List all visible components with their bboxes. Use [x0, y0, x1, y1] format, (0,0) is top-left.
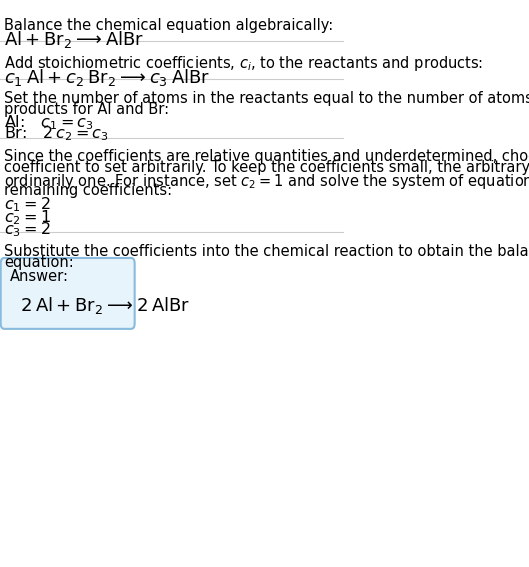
Text: Al + Br$_2$ ⟶ AlBr: Al + Br$_2$ ⟶ AlBr [4, 29, 144, 50]
Text: $c_1 = 2$: $c_1 = 2$ [4, 196, 51, 214]
Text: Balance the chemical equation algebraically:: Balance the chemical equation algebraica… [4, 18, 333, 33]
Text: products for Al and Br:: products for Al and Br: [4, 102, 169, 117]
Text: 2 Al + Br$_2$ ⟶ 2 AlBr: 2 Al + Br$_2$ ⟶ 2 AlBr [20, 295, 190, 316]
Text: Add stoichiometric coefficients, $c_i$, to the reactants and products:: Add stoichiometric coefficients, $c_i$, … [4, 54, 484, 73]
Text: Al: $c_1 = c_3$: Al: $c_1 = c_3$ [4, 113, 94, 132]
Text: ordinarily one. For instance, set $c_2 = 1$ and solve the system of equations fo: ordinarily one. For instance, set $c_2 =… [4, 172, 529, 191]
Text: Answer:: Answer: [10, 269, 69, 284]
Text: equation:: equation: [4, 255, 74, 270]
Text: Set the number of atoms in the reactants equal to the number of atoms in the: Set the number of atoms in the reactants… [4, 91, 529, 105]
Text: coefficient to set arbitrarily. To keep the coefficients small, the arbitrary va: coefficient to set arbitrarily. To keep … [4, 160, 529, 175]
Text: Since the coefficients are relative quantities and underdetermined, choose a: Since the coefficients are relative quan… [4, 149, 529, 164]
Text: $c_3 = 2$: $c_3 = 2$ [4, 221, 51, 239]
Text: Br: $2\,c_2 = c_3$: Br: $2\,c_2 = c_3$ [4, 125, 109, 143]
FancyBboxPatch shape [1, 258, 135, 329]
Text: $c_2 = 1$: $c_2 = 1$ [4, 208, 51, 227]
Text: Substitute the coefficients into the chemical reaction to obtain the balanced: Substitute the coefficients into the che… [4, 244, 529, 259]
Text: remaining coefficients:: remaining coefficients: [4, 183, 172, 198]
Text: $c_1$ Al + $c_2$ Br$_2$ ⟶ $c_3$ AlBr: $c_1$ Al + $c_2$ Br$_2$ ⟶ $c_3$ AlBr [4, 67, 210, 88]
